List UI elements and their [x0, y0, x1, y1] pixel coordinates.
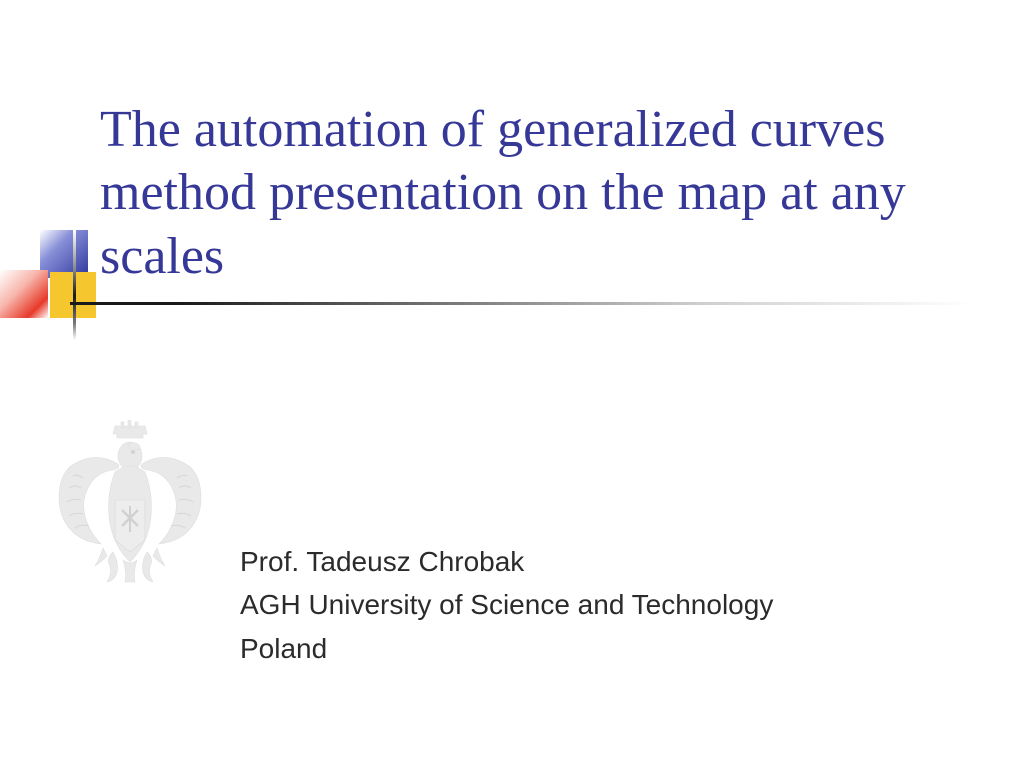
vertical-divider: [73, 230, 76, 340]
author-country: Poland: [240, 627, 773, 670]
accent-square-red-icon: [0, 270, 48, 318]
agh-eagle-crest-icon: [55, 420, 205, 590]
title-block: The automation of generalized curves met…: [100, 98, 974, 288]
author-name: Prof. Tadeusz Chrobak: [240, 540, 773, 583]
slide-title: The automation of generalized curves met…: [100, 98, 974, 288]
author-affiliation: AGH University of Science and Technology: [240, 583, 773, 626]
slide: The automation of generalized curves met…: [0, 0, 1024, 768]
author-block: Prof. Tadeusz Chrobak AGH University of …: [240, 540, 773, 670]
horizontal-divider: [70, 302, 974, 305]
